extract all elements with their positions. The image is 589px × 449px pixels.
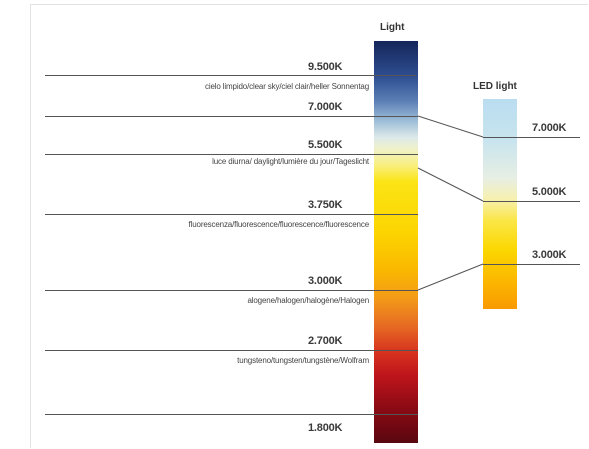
diagram-frame	[30, 4, 588, 448]
led-gradient-bar	[483, 99, 517, 309]
kelvin-7000: 7.000K	[308, 101, 343, 113]
light-gradient-bar	[374, 41, 418, 443]
connector-3000	[417, 263, 484, 291]
kelvin-9500: 9.500K	[308, 61, 343, 73]
led-bar-title: LED light	[473, 81, 517, 92]
level-line-1800	[45, 414, 418, 415]
level-line-9500	[45, 75, 416, 76]
kelvin-1800: 1.800K	[308, 422, 343, 434]
level-line-3000	[45, 290, 418, 291]
light-bar-title: Light	[380, 22, 405, 33]
level-line-7000	[45, 116, 418, 117]
kelvin-3750: 3.750K	[308, 199, 343, 211]
led-line-5000	[483, 201, 580, 202]
connector-5000	[417, 167, 484, 202]
connector-7000	[417, 115, 484, 138]
level-line-2700	[45, 350, 418, 351]
kelvin-5500: 5.500K	[308, 139, 343, 151]
led-kelvin-5000: 5.000K	[532, 186, 567, 198]
label-clear-sky: cielo limpido/clear sky/ciel clair/helle…	[205, 82, 369, 91]
led-line-7000	[483, 137, 580, 138]
level-line-5500	[45, 154, 418, 155]
led-kelvin-7000: 7.000K	[532, 122, 567, 134]
led-line-3000	[483, 264, 580, 265]
label-halogen: alogene/halogen/halogène/Halogen	[247, 296, 369, 305]
level-line-3750	[45, 214, 418, 215]
label-daylight: luce diurna/ daylight/lumière du jour/Ta…	[212, 157, 369, 166]
label-tungsten: tungsteno/tungsten/tungstène/Wolfram	[237, 356, 369, 365]
label-fluorescence: fluorescenza/fluorescence/fluorescence/f…	[188, 220, 370, 229]
kelvin-3000: 3.000K	[308, 275, 343, 287]
led-kelvin-3000: 3.000K	[532, 249, 567, 261]
kelvin-2700: 2.700K	[308, 335, 343, 347]
